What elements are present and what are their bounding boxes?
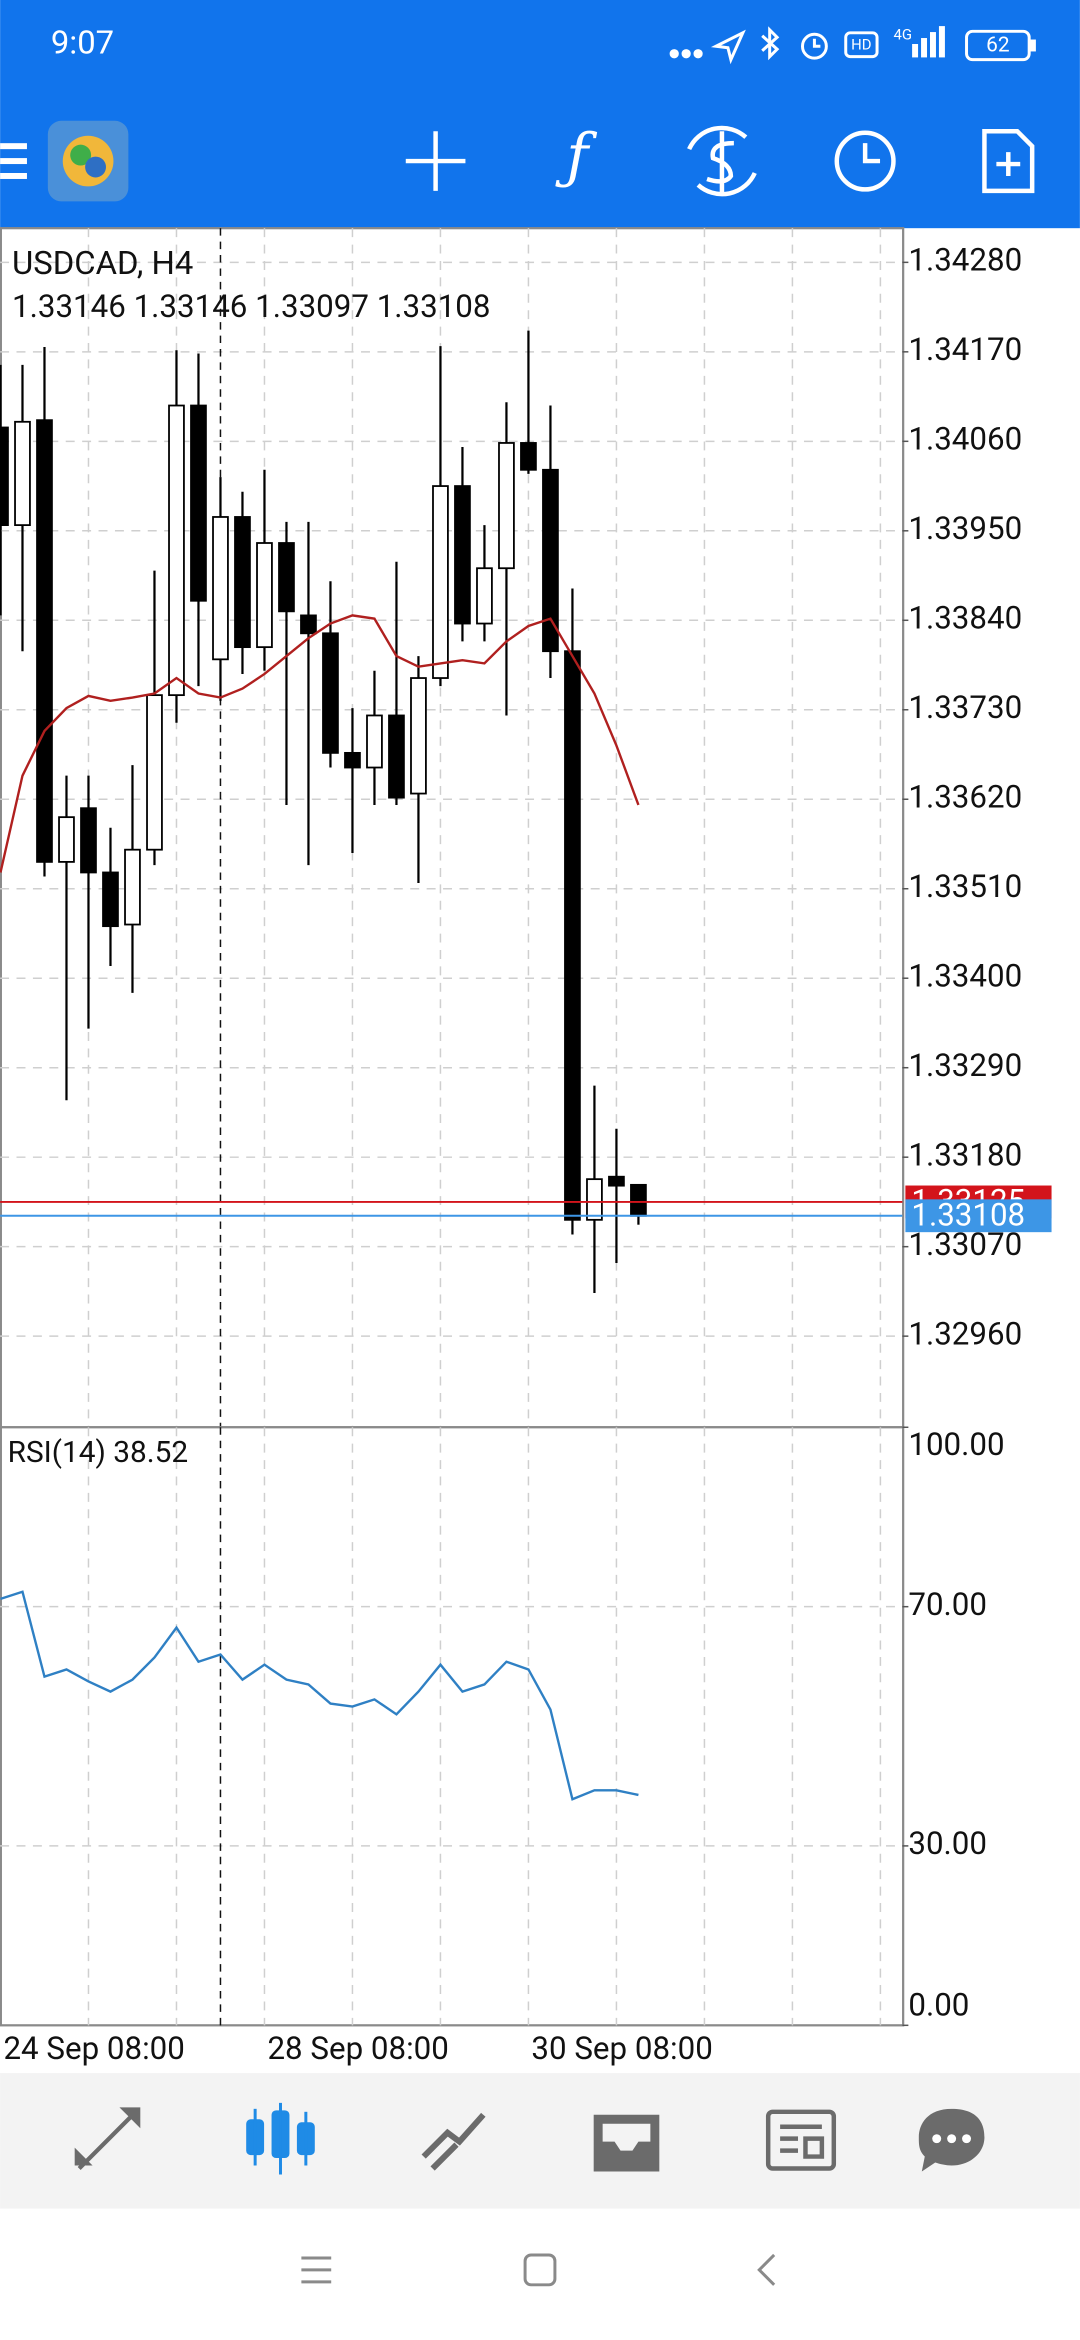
candle-body — [256, 542, 273, 649]
chart-tab[interactable] — [246, 2102, 315, 2175]
candle-body — [234, 516, 251, 649]
candle-body — [586, 1178, 603, 1221]
candle-body — [300, 614, 317, 635]
panel-frame — [0, 1426, 905, 2027]
trade-button[interactable] — [687, 125, 757, 197]
history-tab[interactable] — [593, 2114, 660, 2172]
chart: 1.34280 1.34170 1.34060 1.33950 1.33840 1.337… — [0, 227, 1052, 2067]
candle-body — [14, 420, 31, 527]
y-tick-label: 1.33950 — [908, 510, 1022, 547]
y-tick-label: 1.33290 — [908, 1047, 1022, 1084]
y-tick-label: 100.00 — [908, 1426, 1004, 1463]
indicator-line — [0, 1590, 639, 1801]
indicator-line — [0, 614, 640, 873]
bottom-nav — [0, 2073, 1080, 2209]
candle-body — [366, 714, 383, 769]
trade-tab[interactable] — [421, 2112, 486, 2171]
chart-title: USDCAD, H4 — [12, 245, 193, 283]
y-tick-label: 1.33840 — [908, 600, 1022, 637]
app-header — [0, 0, 1080, 229]
candle-body — [146, 694, 163, 851]
news-tab[interactable] — [765, 2109, 837, 2171]
candle-body — [80, 807, 97, 874]
candle-body — [0, 426, 9, 527]
y-tick-label: 1.33620 — [908, 779, 1022, 816]
y-tick-label: 1.33510 — [908, 868, 1022, 905]
candle-body — [542, 468, 559, 653]
candle-body — [520, 442, 537, 471]
status-network: 4G — [893, 26, 912, 44]
candle-body — [388, 714, 405, 799]
status-icons — [669, 26, 1036, 65]
candle-body — [454, 485, 471, 625]
system-home-button[interactable] — [523, 2253, 557, 2287]
system-menu-button[interactable] — [301, 2256, 332, 2284]
timeframe-button[interactable] — [834, 130, 896, 192]
ohlc-label: 1.33146 1.33146 1.33097 1.33108 — [12, 288, 490, 325]
candle-body — [322, 632, 339, 754]
candle-body — [168, 404, 185, 697]
candle-body — [630, 1183, 647, 1217]
candle-body — [36, 419, 53, 863]
candle-body — [124, 848, 141, 926]
y-tick-label: 30.00 — [908, 1825, 987, 1862]
chat-tab[interactable] — [918, 2108, 985, 2172]
price-label-box — [905, 1199, 1052, 1233]
y-tick-label: 1.33400 — [908, 957, 1022, 994]
y-tick-label: 70.00 — [908, 1586, 987, 1623]
candle-body — [410, 677, 427, 795]
y-tick-label: 1.33730 — [908, 689, 1022, 726]
status-time: 9:07 — [51, 24, 114, 62]
candle-body — [476, 567, 493, 625]
y-tick-label: 1.33180 — [908, 1136, 1022, 1173]
candle-body — [498, 442, 515, 570]
x-tick-label: 28 Sep 08:00 — [267, 2030, 448, 2067]
candle-body — [564, 650, 581, 1221]
system-nav — [0, 2208, 1080, 2340]
new-order-button[interactable] — [982, 129, 1035, 194]
candle-body — [608, 1175, 625, 1187]
status-battery: 62 — [986, 34, 1009, 58]
x-tick-label: 24 Sep 08:00 — [3, 2030, 184, 2067]
y-tick-label: 1.34280 — [908, 242, 1022, 279]
x-tick-label: 30 Sep 08:00 — [531, 2030, 712, 2067]
candle-body — [102, 871, 119, 928]
candle-body — [212, 516, 229, 661]
candle-body — [278, 542, 295, 613]
crosshair-button[interactable] — [405, 131, 466, 191]
chart-title: RSI(14) 38.52 — [8, 1435, 189, 1470]
y-tick-label: 1.34170 — [908, 331, 1022, 368]
y-tick-label: 1.32960 — [908, 1315, 1022, 1352]
y-tick-label: 1.34060 — [908, 421, 1022, 458]
candle-body — [190, 404, 207, 602]
app-logo[interactable] — [47, 120, 129, 202]
panel-frame — [0, 227, 905, 1429]
candle-body — [344, 751, 361, 769]
status-hd: HD — [851, 35, 871, 53]
system-back-button[interactable] — [757, 2253, 776, 2286]
menu-button[interactable] — [0, 143, 27, 179]
candle-body — [58, 816, 75, 863]
candle-body — [432, 485, 449, 679]
price-label: 1.33108 — [911, 1197, 1025, 1234]
y-tick-label: 0.00 — [908, 1987, 969, 2024]
